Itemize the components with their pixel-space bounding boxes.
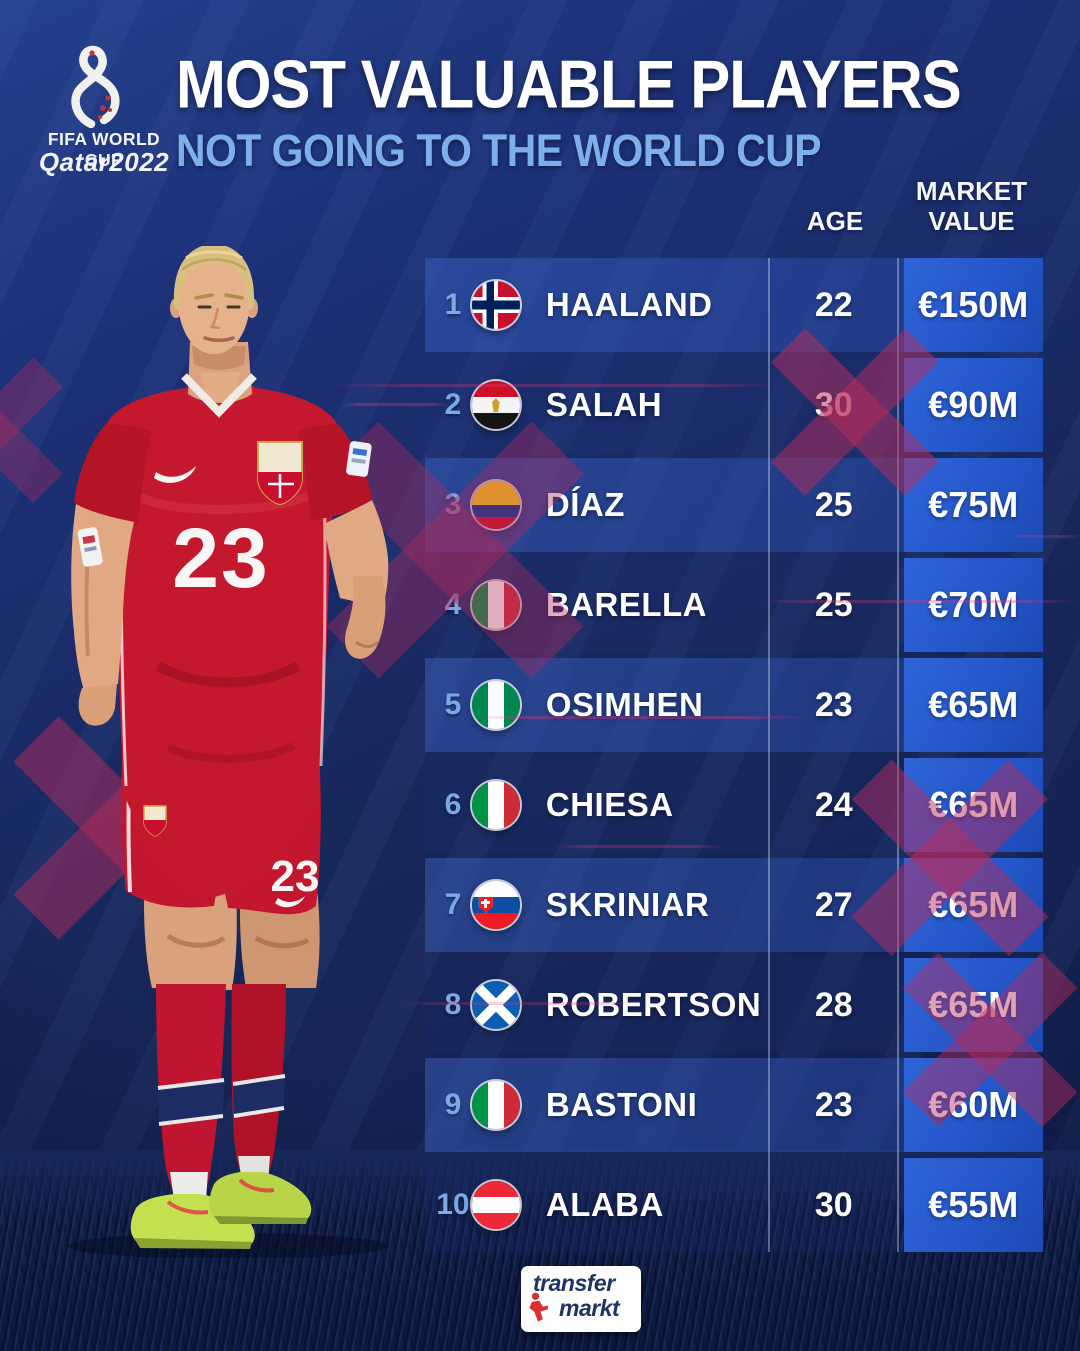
scotland-flag-icon [471,981,520,1029]
transfermarkt-wordmark-top: transfer [533,1270,615,1296]
column-divider-line [768,258,770,1252]
market-value: €60M [903,1058,1043,1152]
italy-flag-icon [471,781,520,829]
rank-number: 6 [444,788,462,821]
player-age: 23 [814,1085,853,1124]
rank-number: 1 [444,288,462,321]
austria-flag-icon [471,1181,520,1229]
age-column-header: AGE [806,206,864,236]
norway-flag-icon [471,281,520,329]
rank-number: 7 [444,888,462,921]
player-age: 28 [814,985,853,1024]
shorts-number: 23 [271,852,320,901]
market-value: €75M [903,458,1043,552]
footballer-icon [529,1292,548,1322]
egypt-flag-icon [471,381,520,429]
glitch-line [470,716,810,719]
market-value-header-line1: MARKET [915,176,1028,206]
player-name: OSIMHEN [545,686,704,723]
table-row: 10 ALABA 30 €55M [425,1158,1043,1252]
market-value: €65M [903,658,1043,752]
player-name: BARELLA [545,586,708,623]
player-age: 23 [814,685,853,724]
player-name: ROBERTSON [545,986,762,1023]
haaland-player-image: 23 23 [68,246,389,1258]
world-cup-emblem-icon [71,45,120,128]
rank-number: 3 [444,488,462,521]
player-name: DÍAZ [545,486,625,523]
player-name: HAALAND [545,286,713,323]
player-name: ALABA [545,1186,664,1223]
glitch-line [760,600,1080,603]
table-row: 1 HAALAND 22 €150M [425,258,1043,352]
player-name: BASTONI [545,1086,698,1123]
player-name: CHIESA [545,786,674,823]
player-age: 25 [814,585,853,624]
rank-number: 4 [444,588,462,621]
rank-number: 9 [444,1088,462,1121]
table-row: 5 OSIMHEN 23 €65M [425,658,1043,752]
player-age: 30 [814,1185,853,1224]
market-value: €90M [903,358,1043,452]
page-title: MOST VALUABLE PLAYERS [176,47,962,123]
player-name: SALAH [545,386,663,423]
table-row: 6 CHIESA 24 €65M [425,758,1043,852]
rank-number: 5 [444,688,462,721]
rank-number: 8 [444,988,462,1021]
colombia-flag-icon [471,481,520,529]
column-divider-line [897,258,899,1252]
player-age: 25 [814,485,853,524]
table-row: 3 DÍAZ 25 €75M [425,458,1043,552]
glitch-line [400,1002,640,1005]
italy-flag-icon [471,581,520,629]
table-row: 9 BASTONI 23 €60M [425,1058,1043,1152]
glitch-line [330,384,780,387]
player-age: 22 [814,285,853,324]
market-value: €65M [903,758,1043,852]
fifa-world-cup-label: FIFA WORLD CUP [47,129,161,170]
jersey-number: 23 [172,511,269,605]
slovakia-flag-icon [471,881,520,929]
market-value: €65M [903,858,1043,952]
player-age: 24 [814,785,853,824]
table-row: 8 ROBERTSON 28 €65M [425,958,1043,1052]
market-value: €150M [903,258,1043,352]
glitch-line [340,403,450,406]
transfermarkt-logo: transfer markt [521,1266,641,1332]
transfermarkt-wordmark-bottom: markt [559,1295,620,1321]
nigeria-flag-icon [471,681,520,729]
market-value: €55M [903,1158,1043,1252]
glitch-line [1010,535,1080,538]
glitch-line [555,845,725,848]
table-row: 7 SKRINIAR 27 €65M [425,858,1043,952]
player-name: SKRINIAR [545,886,710,923]
italy-flag-icon [471,1081,520,1129]
player-age: 27 [814,885,853,924]
market-value-header-line2: VALUE [928,206,1015,236]
qatar-2022-label: Qatar2022 [38,147,170,177]
rank-number: 2 [444,388,462,421]
table-row: 4 BARELLA 25 €70M [425,558,1043,652]
market-value: €70M [903,558,1043,652]
rank-number: 10 [436,1188,470,1221]
table-row: 2 SALAH 30 €90M [425,358,1043,452]
player-table: 1 HAALAND 22 €150M 2 SALAH 30 €90M 3 DÍA… [425,258,1043,1252]
page-subtitle: NOT GOING TO THE WORLD CUP [176,126,822,177]
market-value: €65M [903,958,1043,1052]
player-age: 30 [814,385,853,424]
market-value-column-header: MARKET VALUE [900,176,1043,236]
